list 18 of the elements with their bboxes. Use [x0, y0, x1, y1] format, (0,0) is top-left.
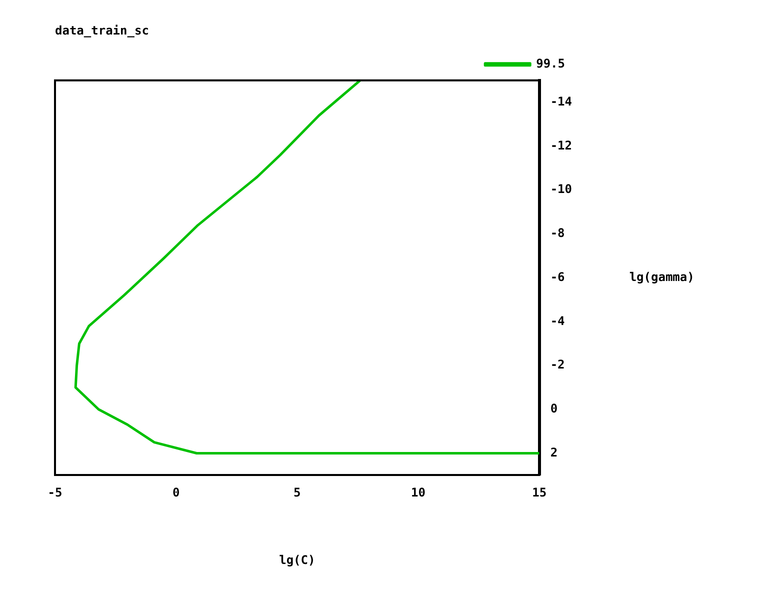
x-tick-label: 5: [294, 486, 301, 500]
x-axis-title: lg(C): [279, 552, 316, 567]
y-tick-label: -12: [550, 138, 572, 152]
y-tick-label: 2: [550, 445, 558, 460]
x-tick-label: 0: [172, 486, 180, 500]
y-tick-label: -14: [550, 94, 572, 108]
x-tick-label: -5: [48, 486, 62, 500]
x-tick-label: 10: [411, 486, 426, 500]
y-tick-label: -10: [550, 182, 572, 196]
y-tick-label: -8: [550, 226, 565, 240]
y-tick-label: 0: [550, 402, 558, 416]
y-tick-label: -2: [550, 358, 565, 372]
chart-title: data_train_sc: [55, 23, 149, 38]
y-axis-title: lg(gamma): [629, 270, 694, 284]
legend-label: 99.5: [536, 56, 566, 71]
x-tick-label: 15: [532, 486, 547, 500]
y-tick-label: -6: [550, 270, 565, 284]
y-tick-label: -4: [550, 314, 565, 328]
